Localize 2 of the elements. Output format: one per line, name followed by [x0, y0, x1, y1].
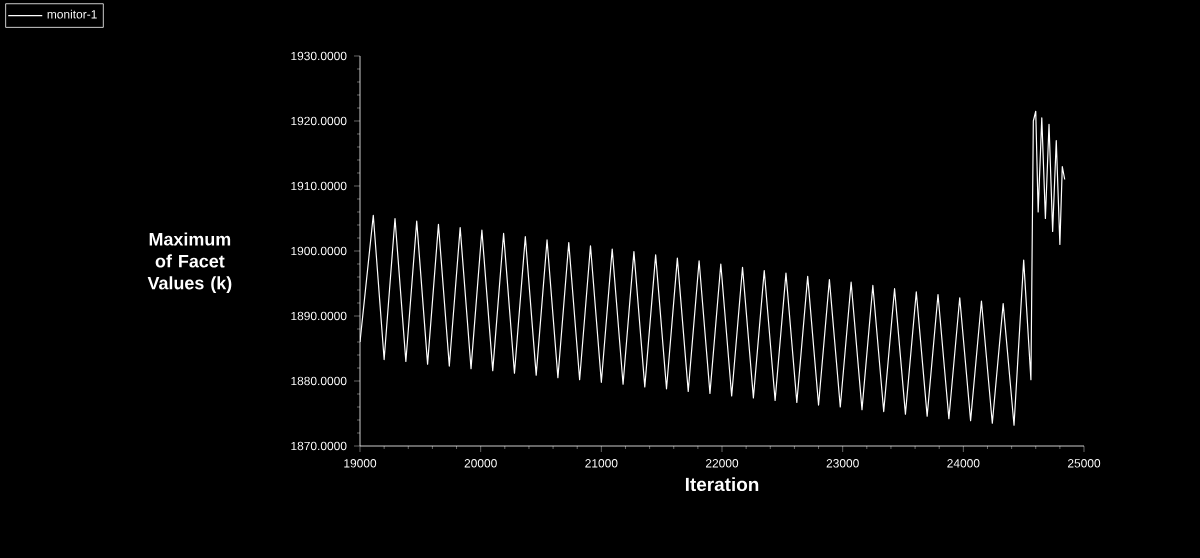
- y-axis-title: Maximum of Facet Values (k): [147, 232, 232, 293]
- x-axis-title: Iteration: [685, 477, 759, 492]
